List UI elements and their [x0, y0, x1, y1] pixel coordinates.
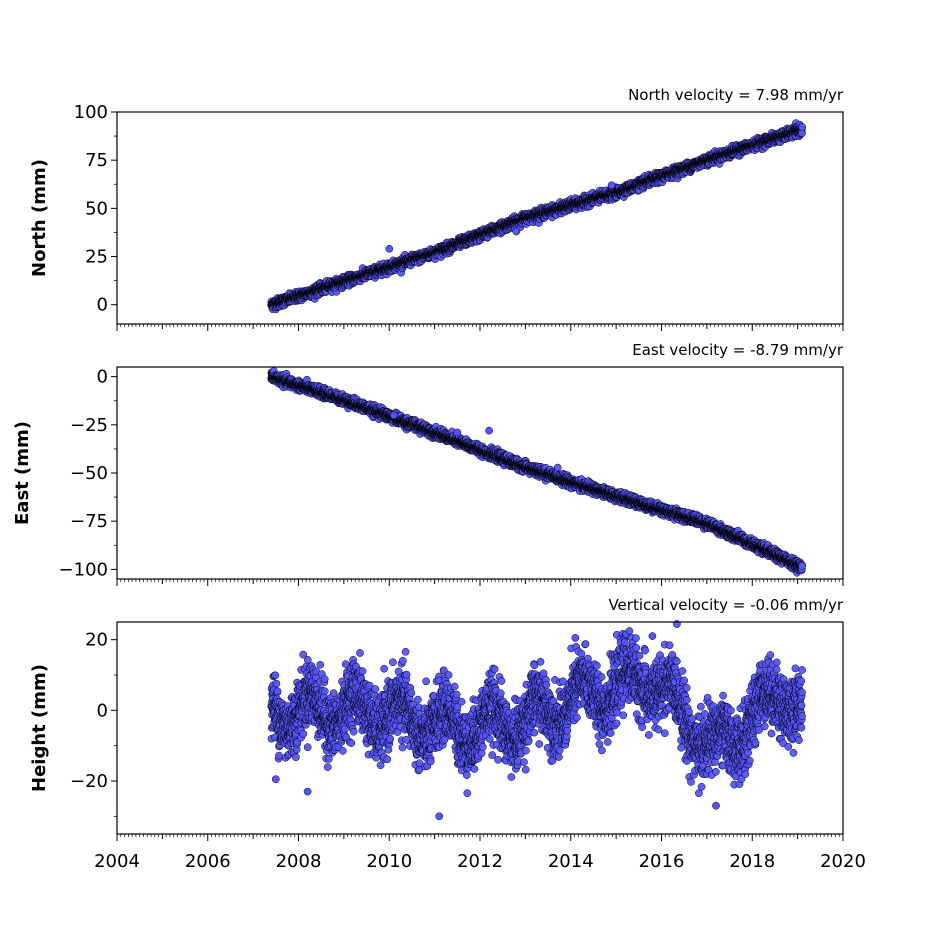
data-point: [512, 227, 521, 236]
east-points: [267, 367, 806, 577]
north-ylabel: North (mm): [29, 159, 50, 277]
north-ytick-label: 100: [74, 102, 108, 123]
north-ytick-label: 50: [85, 198, 108, 219]
data-point: [385, 244, 394, 253]
north-ytick-label: 25: [85, 247, 108, 268]
north-points: [267, 119, 806, 314]
north-panel: 0 25 50 75 100 North velocity = 7.98 mm/yr Nor…: [29, 86, 844, 331]
north-ytick-label: 0: [97, 295, 108, 316]
north-velocity-annotation: North velocity = 7.98 mm/yr: [628, 86, 844, 104]
data-point: [607, 181, 616, 190]
data-point: [798, 123, 806, 131]
north-ytick-label: 75: [85, 150, 108, 171]
